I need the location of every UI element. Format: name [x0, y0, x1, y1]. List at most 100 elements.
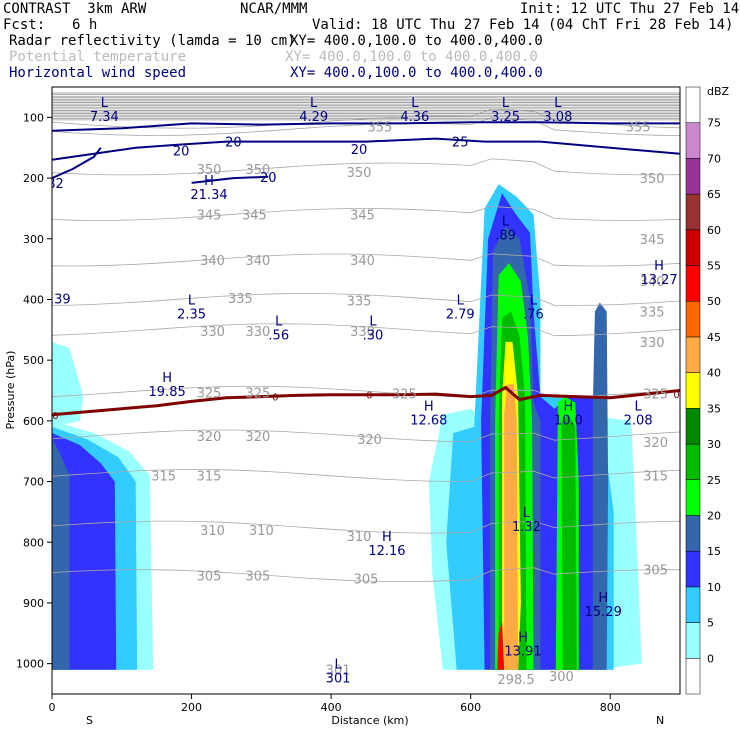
- refl-east-30b: [561, 414, 577, 670]
- extremum-marker: L: [554, 96, 562, 111]
- theta-label: 300: [549, 670, 574, 685]
- extremum-value: 13.27: [640, 273, 677, 288]
- extremum-marker: L: [523, 506, 531, 521]
- colorbar-level-label: 25: [707, 474, 721, 487]
- colorbar-level-label: 55: [707, 260, 721, 273]
- colorbar-swatch: [685, 86, 701, 123]
- extremum-marker: L: [411, 96, 419, 111]
- colorbar-level-label: 50: [707, 295, 721, 308]
- theta-label: 330: [640, 336, 665, 351]
- y-axis-label: Pressure (hPa): [4, 351, 17, 430]
- colorbar-swatch: [685, 193, 701, 231]
- x-tick-label: 400: [321, 701, 342, 714]
- theta-label: 350: [245, 163, 270, 178]
- extremum-marker: H: [424, 400, 434, 415]
- colorbar-swatch: [685, 479, 701, 516]
- theta-line: [52, 293, 680, 306]
- theta-line: [52, 205, 680, 221]
- extremum-value: 15.29: [585, 605, 622, 620]
- theta-label: 310: [347, 530, 372, 545]
- theta-label: 350: [347, 166, 372, 181]
- theta-label: 325: [245, 386, 270, 401]
- extremum-marker: L: [101, 96, 109, 111]
- colorbar-level-label: 10: [707, 581, 721, 594]
- extremum-value: 1.32: [512, 520, 541, 535]
- theta-label: 310: [200, 524, 225, 539]
- wind-label: 20: [351, 143, 368, 158]
- extremum-value: 2.35: [177, 307, 206, 322]
- init-time: Init: 12 UTC Thu 27 Feb 14: [520, 1, 740, 17]
- colorbar-level-label: 5: [707, 617, 714, 630]
- y-tick-label: 900: [23, 597, 44, 610]
- theta-line: [52, 158, 680, 176]
- colorbar-level-label: 65: [707, 188, 721, 201]
- theta-label: 355: [626, 120, 651, 135]
- reflectivity-field: [52, 184, 642, 670]
- contour-labels: 355 355 350 350 350 350 345 345 345 345 340 340 340 3…: [47, 96, 678, 688]
- theta-label: 320: [245, 430, 270, 445]
- wind-label: 20: [173, 145, 190, 160]
- extremum-marker: H: [162, 371, 172, 386]
- extremum-marker: H: [654, 259, 664, 274]
- y-tick-label: 100: [23, 111, 44, 124]
- colorbar-swatch: [685, 336, 701, 373]
- extremum-value: .56: [268, 329, 289, 344]
- freezing-line-label: 0: [272, 393, 278, 404]
- wind-label: 20: [225, 136, 242, 151]
- theta-label: 335: [640, 306, 665, 321]
- colorbar-level-label: 35: [707, 402, 721, 415]
- colorbar-swatch: [685, 550, 701, 588]
- refl-east-55: [497, 621, 505, 670]
- extremum-value: 10.0: [554, 414, 583, 429]
- freezing-level: 0 0 0 0: [52, 385, 680, 422]
- colorbar: 0 5 10 15 20 25 30 35 40 45 50 55 60 65 70 75: [685, 86, 721, 695]
- y-tick-label: 400: [23, 293, 44, 306]
- theta-label: 345: [197, 208, 222, 223]
- theta-label: 315: [643, 469, 668, 484]
- refl-east-20b: [592, 302, 609, 670]
- theta-label: 350: [197, 163, 222, 178]
- extremum-marker: H: [518, 630, 528, 645]
- theta-line: [52, 567, 680, 583]
- extremum-value: 2.08: [624, 414, 653, 429]
- x-tick-label: 600: [460, 701, 481, 714]
- theta-label: 305: [197, 570, 222, 585]
- theta-line: [52, 117, 680, 136]
- extremum-marker: L: [188, 293, 196, 308]
- extremum-marker: L: [457, 293, 465, 308]
- extremum-value: 12.68: [410, 414, 447, 429]
- extremum-value: 12.16: [368, 544, 405, 559]
- theta-label: 320: [197, 430, 222, 445]
- x-axis-south: S: [86, 714, 93, 727]
- wind-line: [52, 121, 680, 132]
- extremum-value: .76: [523, 307, 544, 322]
- fcst-label: Fcst:: [3, 17, 46, 33]
- colorbar-swatch: [685, 622, 701, 659]
- extremum-marker: L: [334, 658, 342, 673]
- theta-label: 350: [640, 172, 665, 187]
- theta-label: 315: [151, 469, 176, 484]
- freezing-line: [52, 385, 680, 417]
- colorbar-swatch: [685, 515, 701, 552]
- extremum-value: .89: [495, 229, 516, 244]
- wind-label: 82: [47, 177, 64, 192]
- extremum-marker: L: [310, 96, 318, 111]
- extremum-value: 3.08: [543, 110, 572, 125]
- extremum-marker: L: [502, 215, 510, 230]
- theta-label: 330: [200, 325, 225, 340]
- colorbar-level-label: 0: [707, 652, 714, 665]
- y-tick-label: 500: [23, 354, 44, 367]
- field-name-reflectivity: Radar reflectivity (lamda = 10 cm): [9, 33, 296, 49]
- wind-line: [52, 147, 102, 180]
- theta-line: [52, 323, 680, 337]
- extremum-value: 4.36: [400, 110, 429, 125]
- theta-label: 340: [640, 275, 665, 290]
- wind-line: [191, 175, 269, 184]
- theta-label: 335: [228, 292, 253, 307]
- x-tick-label: 200: [181, 701, 202, 714]
- y-tick-label: 200: [23, 172, 44, 185]
- colorbar-swatch: [685, 408, 701, 445]
- colorbar-swatch: [685, 443, 701, 481]
- colorbar-swatch: [685, 229, 701, 266]
